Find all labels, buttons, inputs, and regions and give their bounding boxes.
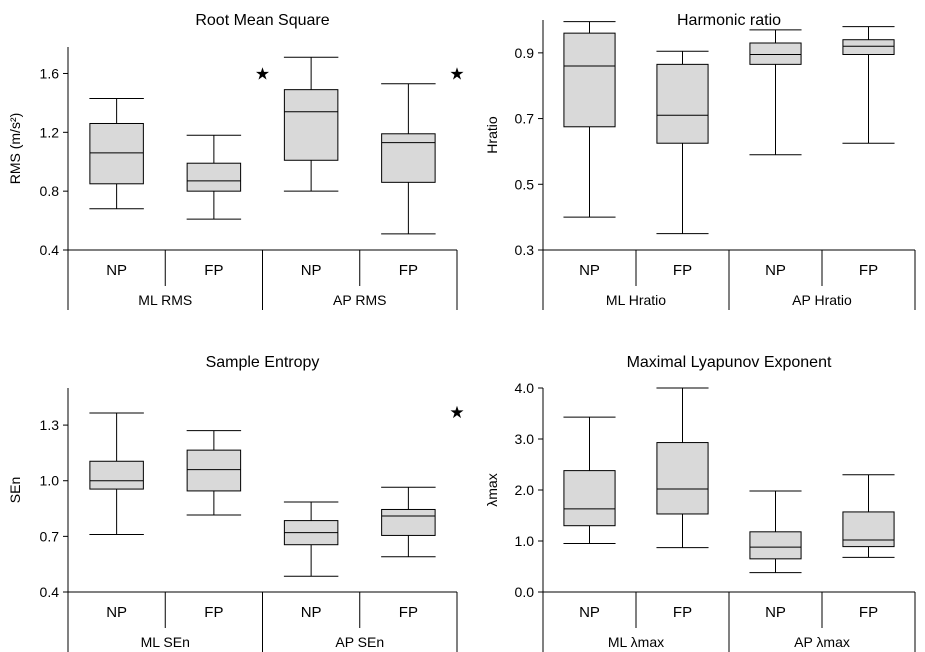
- iqr-box: [842, 511, 895, 548]
- box-plot: [186, 134, 242, 220]
- box-plot: [381, 486, 436, 558]
- y-tick-label: 0.8: [40, 183, 60, 199]
- y-tick-label: 0.3: [515, 242, 535, 258]
- y-tick-label: 1.3: [40, 417, 60, 433]
- x-category-label: NP: [579, 262, 600, 279]
- box-plot: [283, 56, 339, 192]
- x-category-label: NP: [765, 604, 786, 621]
- y-tick-label: 1.6: [40, 65, 60, 81]
- x-category-label: NP: [579, 604, 600, 621]
- significance-star: ★: [255, 64, 270, 83]
- y-tick-label: 4.0: [515, 380, 535, 396]
- box-plot: [749, 29, 802, 156]
- x-category-label: FP: [859, 604, 878, 621]
- y-tick-label: 0.7: [515, 111, 535, 127]
- iqr-box: [381, 133, 436, 183]
- x-group-label: AP λmax: [794, 634, 850, 650]
- x-category-label: FP: [204, 604, 223, 621]
- x-group-label: ML Hratio: [606, 292, 666, 308]
- x-category-label: FP: [204, 262, 223, 279]
- box-plot: [89, 412, 144, 536]
- box-plot: [842, 26, 895, 144]
- y-tick-label: 1.0: [40, 473, 60, 489]
- iqr-box: [656, 442, 709, 515]
- x-category-label: NP: [301, 604, 322, 621]
- chart-title: Root Mean Square: [195, 12, 329, 29]
- x-category-label: FP: [859, 262, 878, 279]
- y-tick-label: 0.5: [515, 176, 535, 192]
- chart-panel-2: Harmonic ratio Hratio 0.3 0.5 0.7 0.9 NP FP NP FP…: [484, 12, 916, 310]
- chart-panel-4: Maximal Lyapunov Exponent λmax 0.0 1.0 2.0 3.…: [484, 354, 916, 652]
- x-group-label: AP SEn: [335, 634, 384, 650]
- box-plot: [563, 416, 616, 545]
- iqr-box: [381, 508, 436, 536]
- chart-panel-1: Root Mean Square RMS (m/s²) 0.4 0.8 1.2 1.6 NP…: [7, 12, 465, 310]
- y-axis-label: RMS (m/s²): [7, 113, 23, 185]
- box-plot: [656, 387, 709, 549]
- significance-star: ★: [449, 64, 464, 83]
- box-plot: [563, 21, 616, 218]
- chart-panel-3: Sample Entropy SEn 0.4 0.7 1.0 1.3 NP FP NP FP ML …: [7, 354, 465, 652]
- chart-title: Sample Entropy: [206, 354, 320, 371]
- box-plot: [186, 430, 242, 516]
- x-category-label: NP: [301, 262, 322, 279]
- y-tick-label: 0.4: [40, 584, 60, 600]
- chart-title: Harmonic ratio: [677, 12, 781, 29]
- x-category-label: NP: [106, 604, 127, 621]
- y-tick-label: 0.7: [40, 528, 60, 544]
- y-tick-label: 0.9: [515, 45, 535, 61]
- y-axis-label: Hratio: [484, 116, 500, 154]
- x-group-label: AP Hratio: [792, 292, 852, 308]
- box-plot: [89, 97, 144, 210]
- y-axis-label: SEn: [7, 477, 23, 503]
- iqr-box: [842, 39, 895, 56]
- iqr-box: [749, 531, 802, 560]
- box-plot: [842, 474, 895, 558]
- y-tick-label: 0.0: [515, 584, 535, 600]
- x-category-label: FP: [673, 262, 692, 279]
- iqr-box: [283, 89, 339, 161]
- box-plot: [283, 501, 339, 577]
- chart-title: Maximal Lyapunov Exponent: [627, 354, 832, 371]
- iqr-box: [186, 449, 242, 492]
- box-plot: [656, 50, 709, 235]
- y-tick-label: 1.0: [515, 533, 535, 549]
- iqr-box: [89, 460, 144, 490]
- iqr-box: [563, 470, 616, 527]
- x-category-label: NP: [765, 262, 786, 279]
- y-tick-label: 3.0: [515, 431, 535, 447]
- x-group-label: AP RMS: [333, 292, 386, 308]
- y-tick-label: 0.4: [40, 242, 60, 258]
- x-group-label: ML SEn: [141, 634, 190, 650]
- y-tick-label: 2.0: [515, 482, 535, 498]
- x-category-label: NP: [106, 262, 127, 279]
- iqr-box: [749, 42, 802, 65]
- box-plot: [749, 490, 802, 574]
- x-category-label: FP: [399, 604, 418, 621]
- iqr-box: [89, 122, 144, 185]
- x-category-label: FP: [399, 262, 418, 279]
- y-axis-label: λmax: [484, 473, 500, 506]
- y-tick-label: 1.2: [40, 124, 60, 140]
- x-group-label: ML RMS: [138, 292, 192, 308]
- iqr-box: [656, 63, 709, 144]
- iqr-box: [563, 32, 616, 128]
- x-group-label: ML λmax: [608, 634, 664, 650]
- box-plot: [381, 83, 436, 235]
- significance-star: ★: [449, 403, 464, 422]
- iqr-box: [186, 162, 242, 192]
- x-category-label: FP: [673, 604, 692, 621]
